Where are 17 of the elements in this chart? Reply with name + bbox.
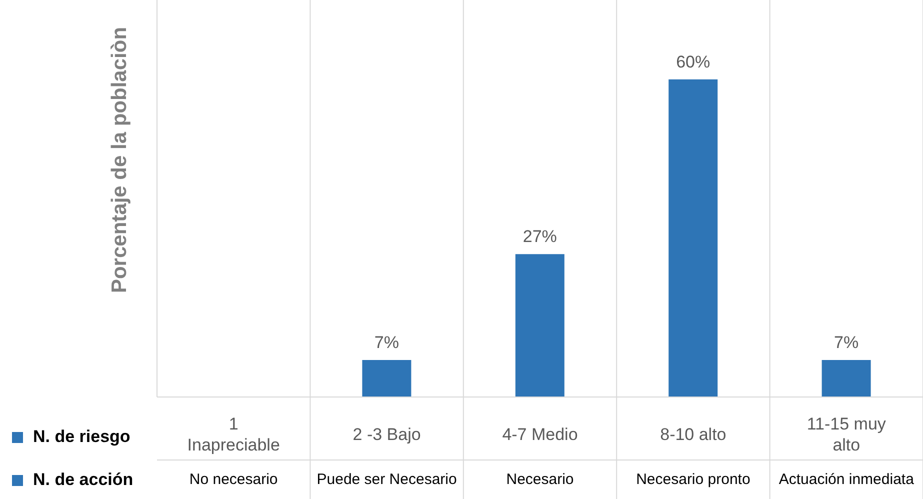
data-label: 7% [834, 332, 859, 352]
text: Puede ser Necesario [316, 470, 457, 488]
data-label: 60% [676, 52, 710, 72]
y-axis-title: Porcentaje de la poblaciòn [108, 26, 132, 294]
text: N. de acción [33, 470, 134, 490]
legend-label: N. de riesgo [33, 427, 130, 447]
text: Actuación inmediata [778, 470, 915, 488]
x-tick-label: 2 -3 Bajo [352, 425, 421, 444]
text: Necesario [506, 470, 574, 488]
data-label: 27% [522, 227, 557, 246]
x-tick-label: 8-10 alto [660, 425, 726, 444]
x-tick-label: 11-15 muy alto [806, 414, 886, 455]
text: No necesario [189, 470, 278, 488]
data-label: 7% [374, 332, 399, 352]
x-tick-label: 1 Inapreciable [187, 414, 280, 455]
x-tick-label: 4-7 Medio [502, 425, 578, 444]
text: Necesario pronto [636, 470, 750, 488]
